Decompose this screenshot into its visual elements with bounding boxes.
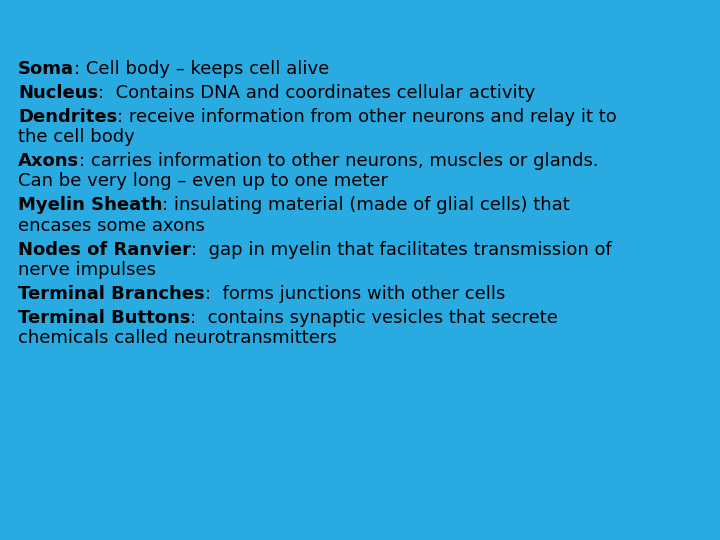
Text: Can be very long – even up to one meter: Can be very long – even up to one meter	[18, 172, 388, 190]
Text: Dendrites: Dendrites	[18, 108, 117, 126]
Text: Soma: Soma	[18, 59, 74, 78]
Text: Terminal Buttons: Terminal Buttons	[18, 309, 190, 327]
Text: : carries information to other neurons, muscles or glands.: : carries information to other neurons, …	[79, 152, 599, 170]
Text: nerve impulses: nerve impulses	[18, 261, 156, 279]
Text: Nodes of Ranvier: Nodes of Ranvier	[18, 241, 191, 259]
Text: Myelin Sheath: Myelin Sheath	[18, 197, 163, 214]
Text: : Cell body – keeps cell alive: : Cell body – keeps cell alive	[74, 59, 329, 78]
Text: Anatomy of a Neuron: Anatomy of a Neuron	[18, 14, 403, 48]
Text: : receive information from other neurons and relay it to: : receive information from other neurons…	[117, 108, 617, 126]
Text: the cell body: the cell body	[18, 128, 135, 146]
Text: Nucleus: Nucleus	[18, 84, 98, 102]
Text: :  contains synaptic vesicles that secrete: : contains synaptic vesicles that secret…	[190, 309, 558, 327]
Text: chemicals called neurotransmitters: chemicals called neurotransmitters	[18, 329, 337, 347]
Text: :  gap in myelin that facilitates transmission of: : gap in myelin that facilitates transmi…	[191, 241, 612, 259]
Text: Terminal Branches: Terminal Branches	[18, 285, 204, 303]
Text: encases some axons: encases some axons	[18, 217, 205, 235]
Text: :  forms junctions with other cells: : forms junctions with other cells	[204, 285, 505, 303]
Text: :  Contains DNA and coordinates cellular activity: : Contains DNA and coordinates cellular …	[98, 84, 536, 102]
Text: : insulating material (made of glial cells) that: : insulating material (made of glial cel…	[163, 197, 570, 214]
Text: Axons: Axons	[18, 152, 79, 170]
